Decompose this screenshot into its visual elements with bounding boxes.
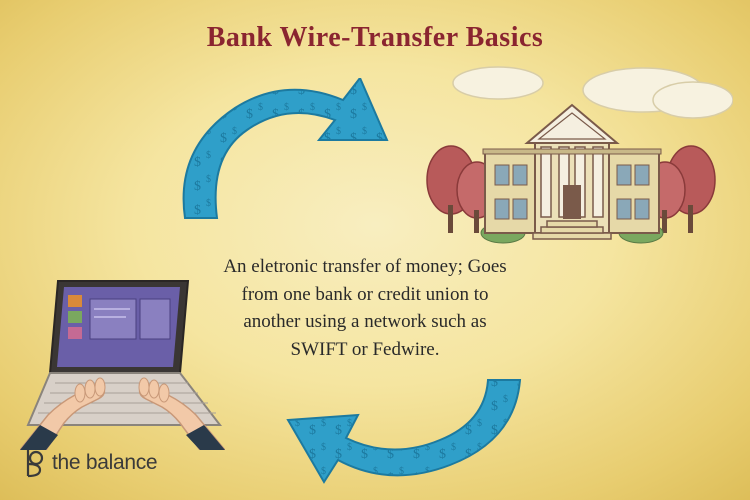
logo-icon [24,448,46,478]
arrow-top-icon: $ $ [165,78,395,243]
page-title: Bank Wire-Transfer Basics [0,22,750,54]
brand-logo: the balance [24,448,157,478]
infographic-canvas: Bank Wire-Transfer Basics $ $ [0,0,750,500]
laptop-icon [20,275,225,455]
arrow-bottom-icon: $ $ [280,370,530,495]
body-text: An eletronic transfer of money; Goes fro… [215,253,515,363]
logo-text: the balance [52,451,157,475]
bank-building-icon [413,65,733,265]
